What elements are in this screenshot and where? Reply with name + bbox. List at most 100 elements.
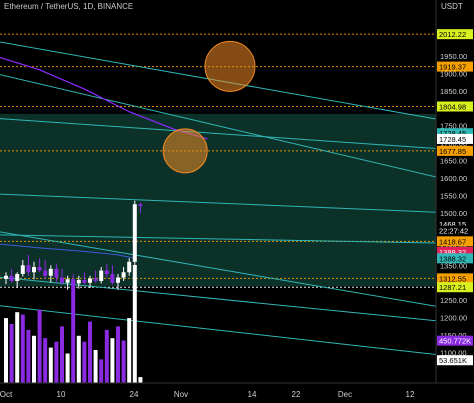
price-tag-bg-6	[437, 219, 473, 230]
price-tag-label: 1728.45	[439, 135, 466, 144]
volume-bar-24	[138, 377, 143, 383]
volume-bar-10	[60, 326, 64, 383]
plot-area	[0, 33, 436, 383]
volume-bar-9	[54, 341, 59, 383]
price-tag-label: 1418.67	[439, 237, 466, 246]
volume-bar-0	[4, 318, 8, 383]
currency-label[interactable]: USDT	[441, 2, 463, 11]
trend-line-1	[0, 74, 436, 178]
price-tag-label: 53.651K	[439, 356, 467, 365]
candle-body-21	[121, 272, 126, 278]
price-tag-bg-13	[437, 335, 473, 346]
price-tag-bg-9	[437, 246, 473, 257]
y-tick-label: 1950.00	[440, 52, 467, 61]
candle-body-4	[26, 265, 31, 273]
volume-bar-20	[116, 326, 120, 383]
y-tick-label: 1100.00	[440, 349, 467, 358]
price-tag-label: 1728.45	[439, 129, 466, 138]
volume-bar-13	[76, 335, 81, 383]
volume-bar-19	[110, 338, 115, 383]
volume-bar-2	[15, 312, 20, 383]
price-tag-bg-11	[437, 273, 473, 284]
price-tag-bg-7	[437, 225, 473, 236]
candle-body-3	[20, 265, 25, 275]
moving-average-purple	[0, 56, 208, 140]
x-tick-label: Dec	[338, 390, 352, 399]
volume-bar-6	[37, 309, 42, 383]
candle-body-23	[132, 204, 137, 262]
candle-body-12	[71, 279, 76, 284]
volume-bar-21	[121, 340, 126, 383]
y-tick-label: 1250.00	[440, 296, 467, 305]
candle-body-8	[48, 268, 53, 276]
trend-line-4	[0, 234, 436, 244]
y-tick-label: 1150.00	[440, 331, 467, 340]
volume-bar-23	[132, 265, 137, 383]
price-tag-label: 2012.22	[439, 30, 466, 39]
volume-bar-12	[71, 281, 76, 383]
highlight-circle-0	[204, 40, 256, 92]
candle-body-11	[65, 279, 70, 283]
trend-line-7	[0, 305, 436, 355]
price-tag-bg-1	[437, 61, 473, 72]
volume-bar-8	[48, 347, 53, 383]
price-tag-label: 1312.55	[439, 274, 466, 283]
candle-body-13	[76, 279, 81, 284]
x-tick-label: 22	[292, 390, 301, 399]
y-tick-label: 1350.00	[440, 261, 467, 270]
y-tick-label: 1750.00	[440, 122, 467, 131]
price-tag-bg-10	[437, 253, 473, 264]
price-tag-bg-4	[437, 133, 473, 144]
volume-bar-11	[65, 353, 70, 383]
x-tick-label: 14	[248, 390, 257, 399]
x-tick-label: 10	[57, 390, 66, 399]
candle-body-18	[104, 270, 109, 275]
symbol-title: Ethereum / TetherUS, 1D, BINANCE	[4, 2, 134, 11]
candle-body-2	[15, 274, 20, 281]
y-tick-label: 1900.00	[440, 69, 467, 78]
candle-body-7	[43, 270, 48, 276]
highlight-circle-1	[162, 128, 208, 174]
trend-line-0	[0, 41, 436, 120]
volume-bar-14	[82, 341, 87, 383]
candle-body-14	[82, 279, 87, 283]
candle-body-19	[110, 274, 115, 283]
x-tick-label: Oct	[0, 390, 13, 399]
trend-line-3	[0, 193, 436, 213]
price-tag-bg-0	[437, 29, 473, 40]
volume-bar-4	[26, 329, 31, 383]
y-tick-label: 1550.00	[440, 191, 467, 200]
candle-body-16	[93, 278, 98, 281]
price-tag-label: 1804.98	[439, 102, 466, 111]
price-tag-label: 1388.32	[439, 254, 466, 263]
price-tag-bg-3	[437, 128, 473, 139]
price-tag-label: 1468.15	[439, 220, 466, 229]
volume-bar-7	[43, 338, 48, 383]
price-tag-bg-8	[437, 236, 473, 247]
candle-body-17	[99, 270, 104, 281]
price-tag-bg-14	[437, 355, 473, 366]
price-tag-label: 1677.85	[439, 147, 466, 156]
price-tag-label: 1919.37	[439, 63, 466, 72]
price-tag-bg-5	[437, 145, 473, 156]
trend-line-5	[0, 231, 436, 307]
x-tick-label: 24	[130, 390, 139, 399]
price-tag-label: 1287.21	[439, 283, 466, 292]
candle-body-22	[127, 261, 132, 273]
volume-bar-17	[99, 359, 104, 383]
volume-bar-22	[127, 318, 132, 383]
volume-bar-18	[104, 329, 109, 383]
candle-body-1	[9, 275, 14, 281]
candle-body-6	[37, 267, 42, 271]
price-tag-bg-2	[437, 101, 473, 112]
x-tick-label: Nov	[174, 390, 188, 399]
volume-bar-16	[93, 349, 98, 383]
candle-body-5	[32, 267, 36, 273]
trend-line-2	[0, 118, 436, 150]
price-tag-bg-12	[437, 282, 473, 293]
moving-average-blue	[0, 243, 135, 259]
volume-bar-3	[20, 314, 25, 383]
candle-body-9	[54, 268, 59, 278]
candle-body-15	[88, 278, 92, 283]
